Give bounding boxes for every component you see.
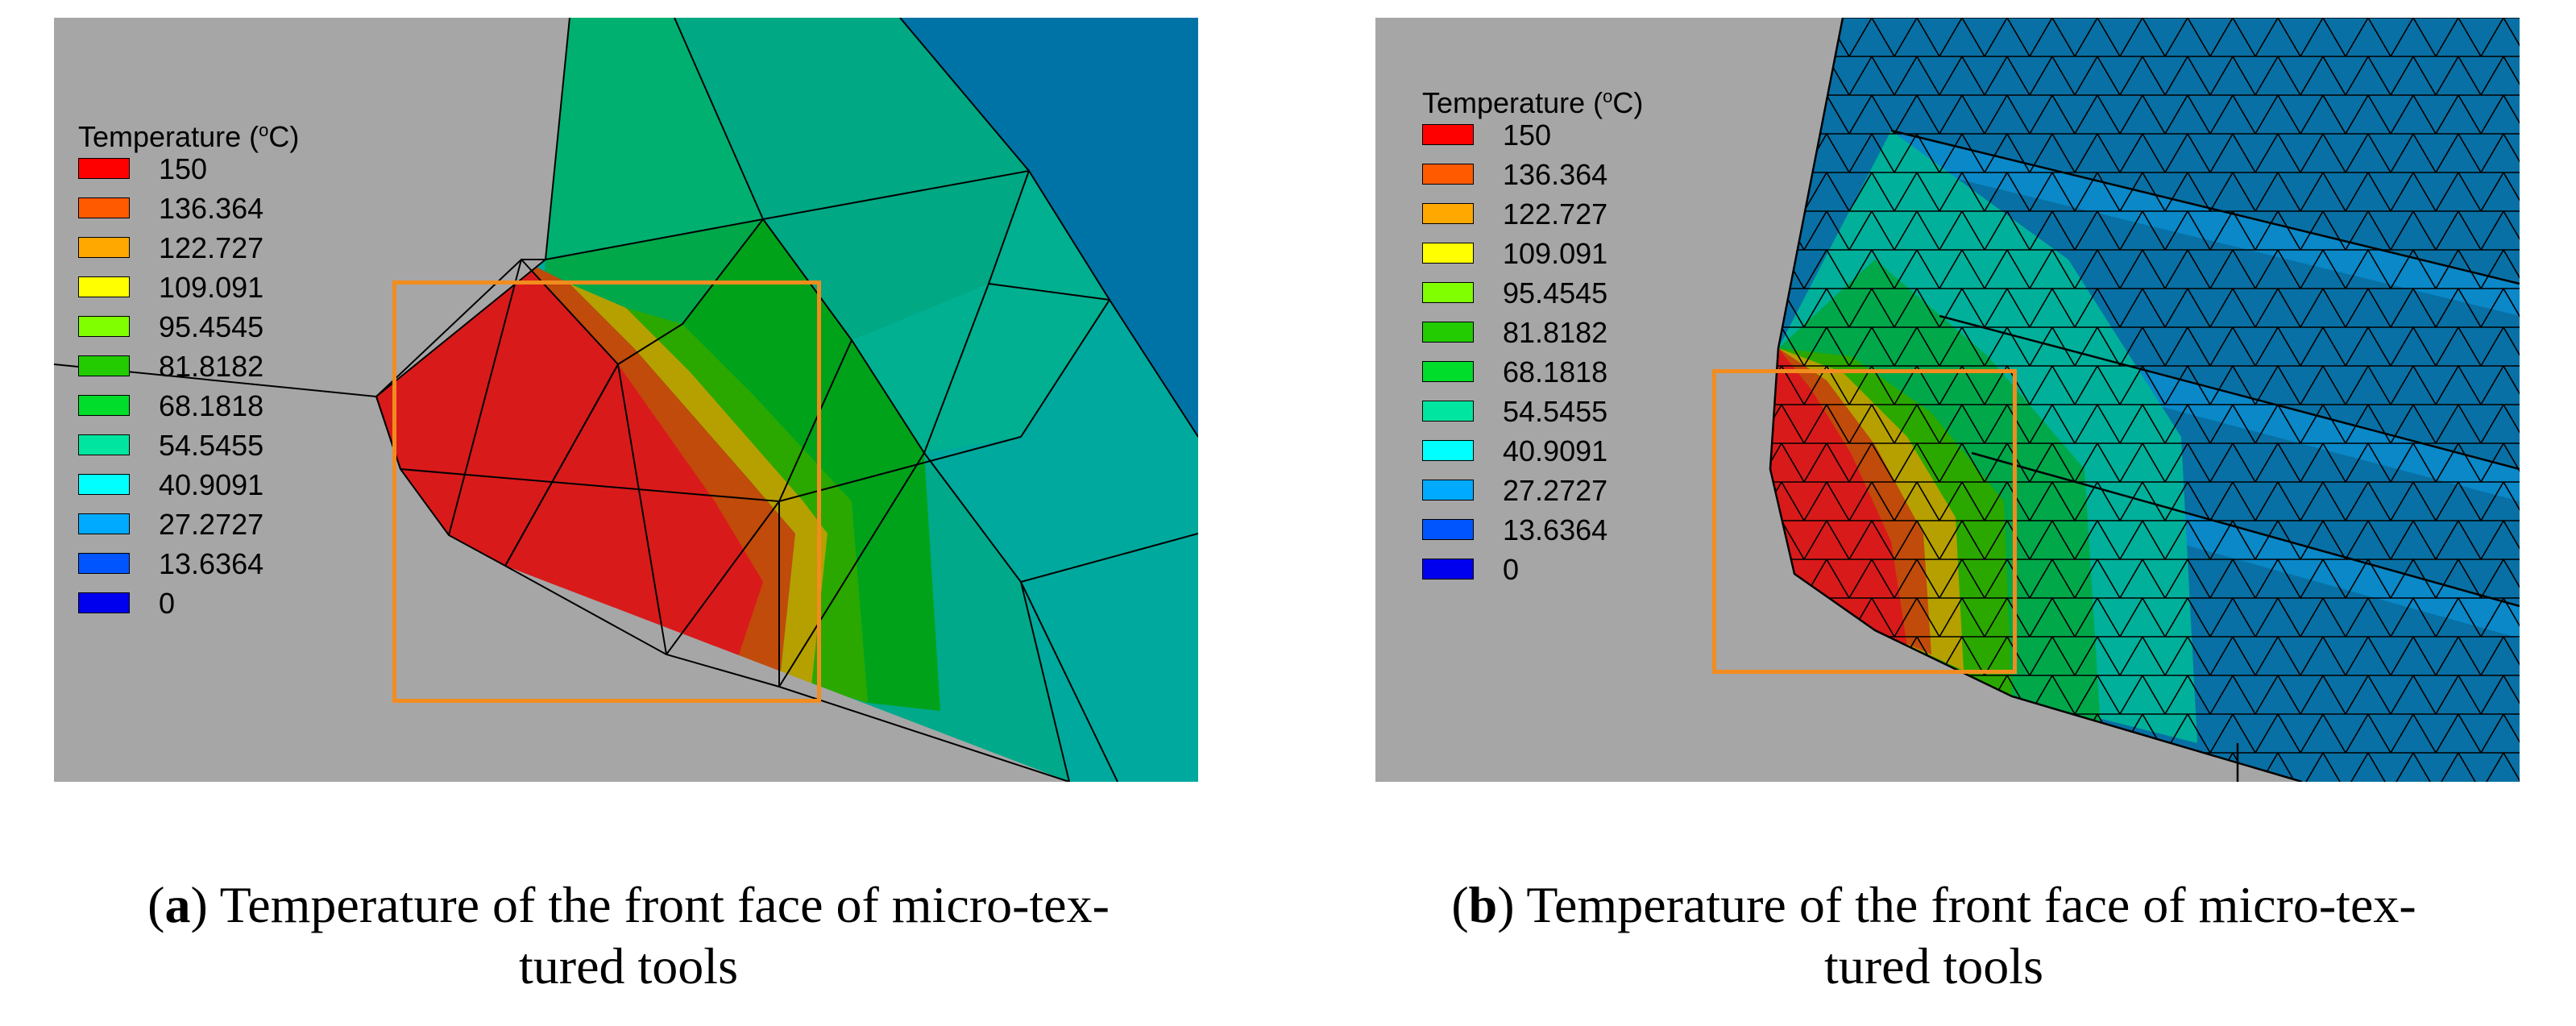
tick-label: 54.5455 [1503, 395, 1608, 428]
swatch-0 [78, 158, 130, 179]
swatch-6 [78, 395, 130, 416]
swatch-2 [1422, 203, 1474, 224]
caption-line-2: tured tools [1824, 937, 2043, 995]
tick-label: 81.8182 [1503, 316, 1608, 349]
tick-label: 150 [1503, 118, 1552, 152]
caption-letter: b [1468, 876, 1498, 933]
tick-label: 27.2727 [159, 508, 264, 541]
swatch-8 [1422, 440, 1474, 461]
highlight-box-a [392, 280, 821, 703]
caption-line-2: tured tools [519, 937, 738, 995]
tick-label: 68.1818 [1503, 355, 1608, 388]
swatch-7 [78, 434, 130, 455]
swatch-6 [1422, 361, 1474, 382]
tick-label: 54.5455 [159, 429, 264, 462]
tick-label: 0 [159, 587, 176, 620]
legend-title: Temperature (oC) [1422, 86, 1644, 119]
tick-label: 95.4545 [159, 310, 264, 343]
swatch-8 [78, 474, 130, 495]
swatch-4 [1422, 282, 1474, 303]
tick-label: 136.364 [1503, 158, 1608, 191]
swatch-4 [78, 316, 130, 337]
caption-a: (a) Temperature of the front face of mic… [0, 874, 1257, 997]
tick-label: 0 [1503, 553, 1520, 586]
swatch-2 [78, 237, 130, 258]
temperature-legend-b: Temperature (oC) 150 136.364 122.727 109… [1422, 81, 1643, 600]
tick-label: 40.9091 [1503, 434, 1608, 467]
caption-b: (b) Temperature of the front face of mic… [1305, 874, 2562, 997]
legend-title: Temperature (oC) [78, 120, 300, 153]
swatch-7 [1422, 401, 1474, 422]
tick-label: 81.8182 [159, 350, 264, 383]
swatch-10 [78, 553, 130, 574]
tick-label: 136.364 [159, 192, 264, 225]
simulation-panel-b: Temperature (oC) 150 136.364 122.727 109… [1375, 18, 2520, 782]
tick-label: 122.727 [1503, 197, 1608, 231]
temperature-field-a [54, 18, 1198, 782]
temperature-legend-a: Temperature (oC) 150 136.364 122.727 109… [78, 114, 299, 633]
swatch-5 [1422, 322, 1474, 343]
swatch-1 [1422, 164, 1474, 185]
tick-label: 27.2727 [1503, 474, 1608, 507]
tick-label: 13.6364 [1503, 513, 1608, 546]
tick-label: 68.1818 [159, 389, 264, 422]
tick-label: 13.6364 [159, 547, 264, 580]
color-scale: 150 136.364 122.727 109.091 95.4545 81.8… [1422, 118, 1643, 600]
swatch-11 [1422, 559, 1474, 579]
swatch-3 [1422, 243, 1474, 264]
swatch-10 [1422, 519, 1474, 540]
caption-letter: a [164, 876, 191, 933]
swatch-5 [78, 355, 130, 376]
swatch-9 [1422, 480, 1474, 501]
tick-label: 40.9091 [159, 468, 264, 501]
swatch-9 [78, 513, 130, 534]
highlight-box-b [1712, 369, 2017, 674]
tick-label: 122.727 [159, 231, 264, 264]
temperature-field-b [1375, 18, 2520, 782]
tick-label: 95.4545 [1503, 276, 1608, 309]
swatch-3 [78, 276, 130, 297]
swatch-11 [78, 592, 130, 613]
tick-label: 109.091 [1503, 237, 1608, 270]
caption-line-1: (a) Temperature of the front face of mic… [147, 876, 1110, 933]
color-scale: 150 136.364 122.727 109.091 95.4545 81.8… [78, 152, 299, 633]
caption-line-1: (b) Temperature of the front face of mic… [1451, 876, 2416, 933]
swatch-1 [78, 197, 130, 218]
tick-label: 150 [159, 152, 208, 185]
swatch-0 [1422, 124, 1474, 145]
simulation-panel-a: Temperature (oC) 150 136.364 122.727 109… [54, 18, 1198, 782]
tick-label: 109.091 [159, 271, 264, 304]
